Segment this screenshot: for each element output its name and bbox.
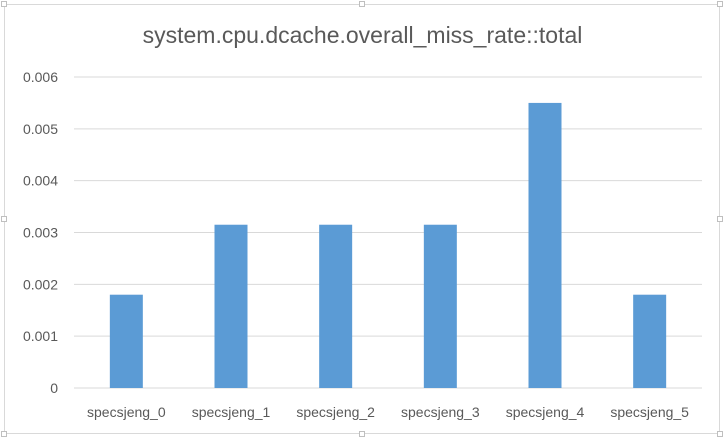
resize-handle-top-left[interactable] <box>1 1 7 7</box>
y-axis-tick-labels: 0 0.001 0.002 0.003 0.004 0.005 0.006 <box>23 69 58 396</box>
y-tick-label: 0.001 <box>23 328 58 344</box>
y-tick-label: 0 <box>50 380 58 396</box>
resize-handle-top[interactable] <box>359 1 365 7</box>
bar-specsjeng_3[interactable] <box>423 224 457 388</box>
x-tick-label: specsjeng_5 <box>610 404 689 420</box>
x-tick-label: specsjeng_1 <box>192 404 271 420</box>
y-tick-label: 0.002 <box>23 276 58 292</box>
x-tick-label: specsjeng_0 <box>87 404 166 420</box>
x-axis-tick-labels: specsjeng_0 specsjeng_1 specsjeng_2 specsje… <box>87 404 689 420</box>
x-tick-label: specsjeng_4 <box>506 404 585 420</box>
resize-handle-right[interactable] <box>717 216 723 222</box>
bar-specsjeng_5[interactable] <box>633 294 667 388</box>
bar-specsjeng_0[interactable] <box>109 294 143 388</box>
bar-specsjeng_2[interactable] <box>319 224 353 388</box>
bars <box>109 102 667 389</box>
y-tick-label: 0.004 <box>23 173 58 189</box>
chart-title: system.cpu.dcache.overall_miss_rate::tot… <box>142 22 583 48</box>
resize-handle-left[interactable] <box>1 216 7 222</box>
y-tick-label: 0.006 <box>23 69 58 85</box>
resize-handle-top-right[interactable] <box>717 1 723 7</box>
x-tick-label: specsjeng_3 <box>401 404 480 420</box>
y-tick-label: 0.003 <box>23 225 58 241</box>
gridlines <box>74 76 702 389</box>
resize-handle-bottom-left[interactable] <box>1 431 7 437</box>
y-tick-label: 0.005 <box>23 121 58 137</box>
bar-specsjeng_1[interactable] <box>214 224 248 388</box>
x-tick-label: specsjeng_2 <box>296 404 375 420</box>
bar-specsjeng_4[interactable] <box>528 102 562 389</box>
resize-handle-bottom-right[interactable] <box>717 431 723 437</box>
resize-handle-bottom[interactable] <box>359 431 365 437</box>
